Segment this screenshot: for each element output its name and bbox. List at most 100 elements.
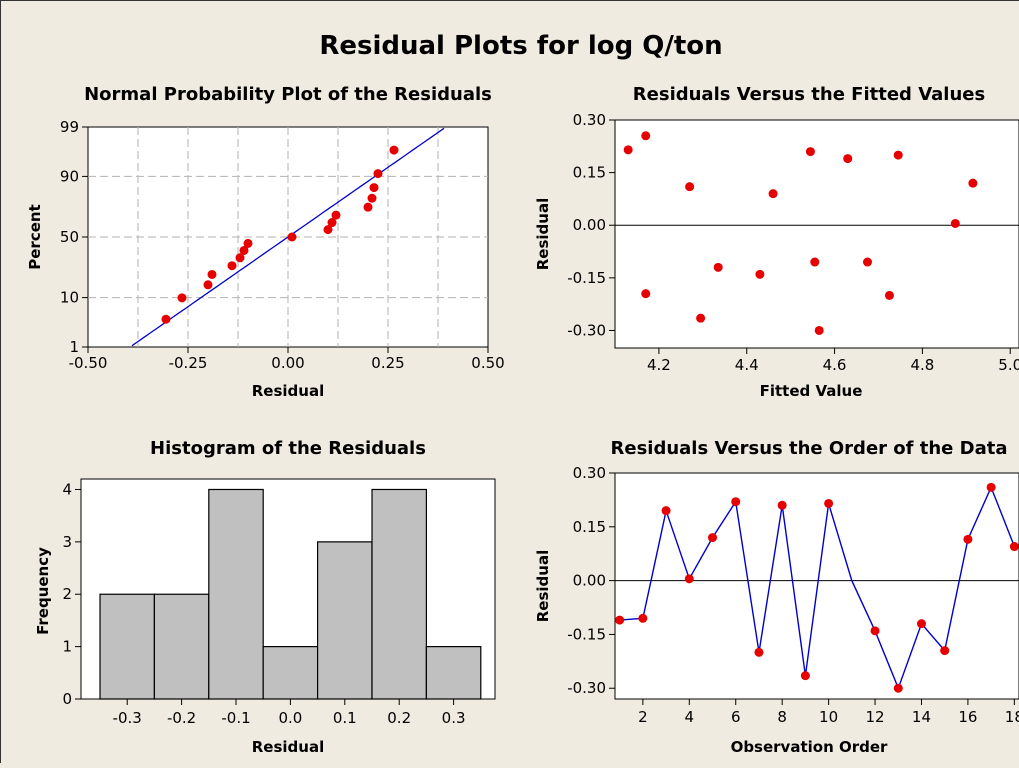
panel2-data-point — [696, 313, 706, 323]
panel1-ytick-label: 50 — [60, 228, 79, 246]
panel1-ytick-label: 99 — [60, 118, 79, 136]
panel1-data-point — [203, 280, 213, 290]
panel4-data-point — [661, 506, 671, 516]
panel4-data-point — [963, 534, 973, 544]
panel2-data-point — [641, 131, 651, 141]
panel1-data-point — [287, 232, 297, 242]
panel4-data-point — [940, 646, 950, 656]
panel2-data-point — [810, 257, 820, 267]
panel2-ytick-label: 0.15 — [573, 164, 606, 182]
panel4-data-point — [800, 671, 810, 681]
panel2-data-point — [968, 178, 978, 188]
panel2-data-point — [863, 257, 872, 267]
panel4-title: Residuals Versus the Order of the Data — [611, 438, 1008, 459]
panel4-data-point — [893, 683, 903, 693]
histogram-bar — [153, 593, 210, 700]
panel4-data-point — [986, 482, 996, 492]
panel1-data-point — [389, 145, 399, 155]
histogram-bar — [425, 646, 482, 700]
panel1-data-point — [177, 293, 187, 303]
panel4-xtick-label: 14 — [912, 708, 931, 726]
panel2-xtick-label: 4.4 — [735, 356, 759, 374]
panel1-data-point — [207, 269, 217, 279]
panel2-data-point — [685, 182, 695, 192]
panel2-ytick-label: -0.30 — [567, 321, 606, 339]
panel1-ytick-label: 10 — [60, 289, 79, 307]
panel4-xlabel: Observation Order — [731, 738, 888, 756]
panel2-ytick-label: 0.30 — [573, 111, 606, 129]
histogram-bar — [317, 541, 373, 700]
panel4-data-point — [870, 626, 880, 636]
panel3-ytick-label: 4 — [62, 480, 72, 498]
panel4-data-point — [731, 497, 741, 507]
panel4-ytick-label: -0.30 — [567, 679, 606, 697]
panel1-data-point — [227, 261, 237, 271]
panel3-xtick-label: 0.0 — [278, 709, 302, 727]
panel1-data-point — [367, 193, 377, 203]
panel1-data-point — [243, 238, 253, 248]
panel1-data-point — [369, 183, 379, 193]
panel2-xtick-label: 5.0 — [998, 356, 1019, 374]
panel2-plot-area — [614, 119, 1019, 349]
panel4-data-point — [708, 533, 718, 543]
panel4-ytick-label: 0.15 — [573, 518, 606, 536]
panel4-ylabel: Residual — [534, 550, 552, 622]
panel2-ytick-label: 0.00 — [573, 216, 606, 234]
panel2-data-point — [805, 147, 815, 157]
panel4-data-point — [754, 647, 764, 657]
panel4-data-point — [777, 500, 787, 510]
panel2-data-point — [755, 269, 765, 279]
panel3-title: Histogram of the Residuals — [150, 438, 426, 459]
panel2-data-point — [623, 145, 633, 155]
panel1-data-point — [373, 169, 383, 179]
panel3-xtick-label: 0.3 — [442, 709, 466, 727]
panel4-xtick-label: 4 — [685, 708, 695, 726]
panel1-xtick-label: 0.25 — [371, 354, 404, 372]
panel2-xlabel: Fitted Value — [760, 382, 863, 400]
panel2-data-point — [814, 325, 824, 335]
panel2-xtick-label: 4.2 — [647, 356, 671, 374]
panel1-xtick-label: -0.50 — [69, 354, 108, 372]
histogram-bar — [371, 488, 428, 700]
panel4-data-point — [684, 574, 694, 584]
panel4-xtick-label: 10 — [819, 708, 838, 726]
panel3-xtick-label: -0.1 — [221, 709, 250, 727]
panel1-ytick-label: 1 — [69, 338, 79, 356]
panel2-data-point — [641, 289, 651, 299]
panel1-xlabel: Residual — [252, 382, 324, 400]
panel4-xtick-label: 16 — [958, 708, 977, 726]
histogram-bar — [262, 646, 319, 700]
histogram-bar — [99, 593, 156, 700]
panel2-data-point — [768, 189, 778, 199]
panel2-data-point — [713, 262, 723, 272]
panel2-ylabel: Residual — [534, 198, 552, 270]
figure-title: Residual Plots for log Q/ton — [319, 31, 722, 61]
panel4-data-point — [615, 615, 625, 625]
histogram-bar — [208, 488, 264, 700]
panel2-data-point — [893, 150, 903, 160]
panel4-xtick-label: 6 — [731, 708, 741, 726]
panel4-xtick-label: 8 — [777, 708, 787, 726]
residuals-vs-order-panel: Residuals Versus the Order of the Data 2… — [534, 438, 1019, 756]
panel4-xtick-label: 12 — [865, 708, 884, 726]
panel4-ytick-label: 0.00 — [573, 572, 606, 590]
panel4-data-point — [1009, 542, 1019, 552]
panel1-xtick-label: -0.25 — [169, 354, 208, 372]
panel4-data-point — [638, 613, 648, 623]
panel2-xtick-label: 4.6 — [823, 356, 847, 374]
panel3-ylabel: Frequency — [34, 547, 52, 635]
panel3-xtick-label: 0.2 — [387, 709, 411, 727]
panel4-data-point — [824, 498, 834, 508]
panel1-data-point — [235, 253, 245, 263]
panel1-ytick-label: 90 — [60, 167, 79, 185]
panel3-xlabel: Residual — [252, 738, 324, 756]
panel2-data-point — [843, 154, 853, 164]
panel3-xtick-label: 0.1 — [333, 709, 357, 727]
panel3-ytick-label: 2 — [62, 585, 72, 603]
panel1-data-point — [331, 210, 341, 220]
panel2-xtick-label: 4.8 — [910, 356, 934, 374]
panel1-xtick-label: 0.50 — [471, 354, 504, 372]
panel2-data-point — [950, 218, 960, 228]
